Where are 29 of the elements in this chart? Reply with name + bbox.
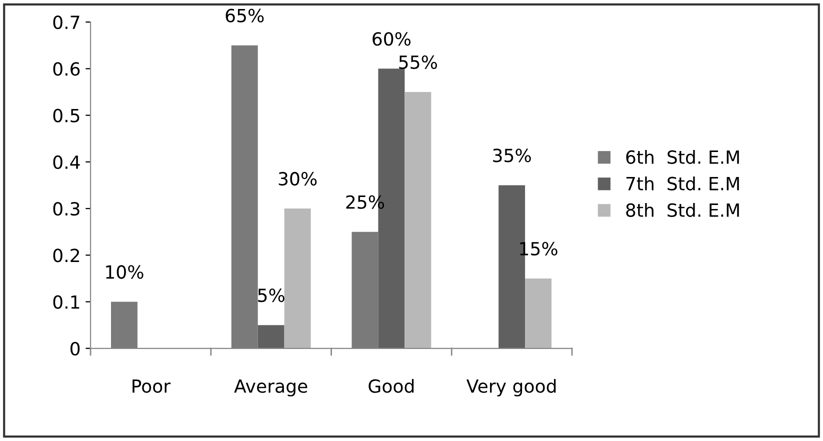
x-tick-label: Average bbox=[234, 380, 308, 396]
y-tick-label: 0.1 bbox=[53, 295, 80, 309]
data-label: 60% bbox=[372, 32, 411, 46]
data-label: 35% bbox=[493, 148, 531, 162]
y-tick-label: 0.3 bbox=[53, 202, 80, 216]
bar bbox=[525, 278, 552, 348]
bar bbox=[110, 302, 138, 348]
legend-label: 8th Std. E.M bbox=[626, 202, 739, 217]
x-tick-label: Poor bbox=[132, 380, 171, 393]
data-label: 55% bbox=[399, 55, 437, 70]
x-tick-label: Good bbox=[368, 378, 414, 393]
data-label: 30% bbox=[278, 172, 317, 186]
y-tick-label: 0.4 bbox=[53, 155, 80, 170]
x-tick-label: Very good bbox=[466, 378, 556, 396]
data-label: 65% bbox=[226, 8, 264, 22]
bar bbox=[404, 92, 432, 348]
data-label: 10% bbox=[106, 265, 144, 279]
data-label: 5% bbox=[258, 288, 284, 302]
y-tick-label: 0.5 bbox=[53, 108, 80, 122]
y-tick-label: 0.6 bbox=[53, 62, 80, 76]
legend-label: 7th Std. E.M bbox=[626, 176, 739, 190]
y-tick-label: 0.2 bbox=[53, 248, 79, 262]
legend-label: 6th Std. E.M bbox=[626, 150, 739, 164]
bar bbox=[284, 208, 311, 348]
y-tick-label: 0 bbox=[70, 342, 80, 356]
y-tick-label: 0.7 bbox=[53, 16, 80, 30]
bar bbox=[258, 325, 284, 348]
bar bbox=[231, 45, 258, 348]
bar bbox=[352, 232, 378, 348]
